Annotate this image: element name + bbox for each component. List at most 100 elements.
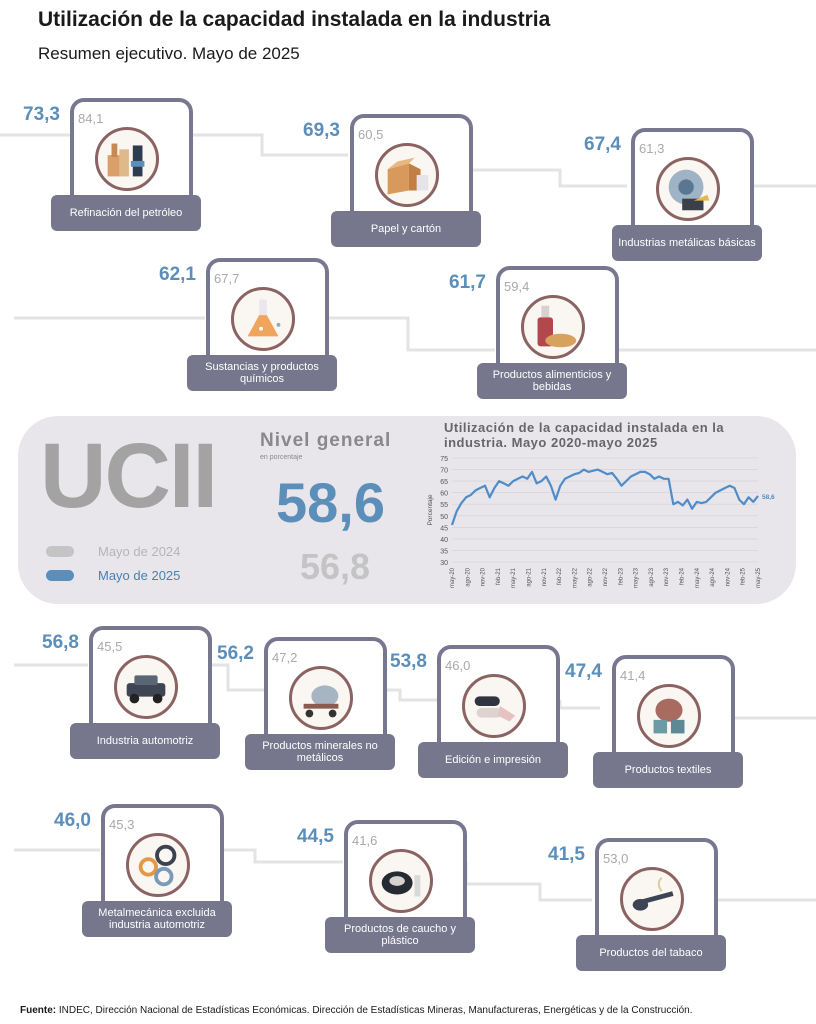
line-chart: 30 35 40 45 50 55 60 65 70 75 Porcentaje may-20 ago-… — [427, 456, 775, 588]
sector-current-value: 61,7 — [449, 272, 486, 293]
y-tick-label: 30 — [440, 560, 448, 567]
sector-label: Productos alimenticios y bebidas — [477, 363, 627, 399]
source-note: Fuente: INDEC, Dirección Nacional de Est… — [20, 1005, 693, 1016]
x-tick-label: feb-22 — [557, 567, 563, 585]
y-tick-label: 65 — [440, 479, 448, 486]
x-tick-label: nov-21 — [542, 567, 548, 586]
nivel-general-label: Nivel general — [260, 430, 392, 451]
sector-label: Productos minerales no metálicos — [245, 734, 395, 770]
paper-roll-icon — [462, 674, 526, 738]
sector-label: Industria automotriz — [70, 723, 220, 759]
oil-refinery-icon — [95, 127, 159, 191]
metal-grinder-icon — [656, 157, 720, 221]
sector-current-value: 62,1 — [159, 264, 196, 285]
sector-label: Productos de caucho y plástico — [325, 917, 475, 953]
legend-curr-swatch — [46, 570, 74, 581]
y-tick-label: 40 — [440, 537, 448, 544]
x-tick-label: nov-22 — [603, 567, 609, 586]
sector-current-value: 56,2 — [217, 643, 254, 664]
x-tick-label: nov-24 — [725, 567, 731, 586]
tire-icon — [369, 849, 433, 913]
sector-label: Edición e impresión — [418, 742, 568, 778]
x-tick-label: feb-21 — [496, 567, 502, 585]
sector-current-value: 44,5 — [297, 826, 334, 847]
legend-prev: Mayo de 2024 — [46, 544, 180, 559]
y-tick-label: 75 — [440, 456, 448, 463]
source-label: Fuente: — [20, 1005, 57, 1016]
unit-label: en porcentaje — [260, 454, 303, 461]
sector-prev-value: 41,4 — [620, 668, 646, 683]
sector-label: Industrias metálicas básicas — [612, 225, 762, 261]
y-tick-label: 70 — [440, 468, 448, 475]
series-line — [450, 468, 759, 526]
y-tick-label: 50 — [440, 514, 448, 521]
truck-icon — [114, 655, 178, 719]
y-tick-label: 60 — [440, 491, 448, 498]
sector-current-value: 47,4 — [565, 661, 602, 682]
cardboard-box-icon — [375, 143, 439, 207]
x-tick-label: may-22 — [572, 567, 578, 588]
summary-panel: UCII Mayo de 2024 Mayo de 2025 Nivel gen… — [18, 416, 796, 604]
sector-prev-value: 47,2 — [272, 650, 298, 665]
legend-curr: Mayo de 2025 — [46, 568, 180, 583]
x-tick-label: may-23 — [634, 567, 640, 588]
x-tick-label: ago-24 — [710, 567, 716, 586]
sector-prev-value: 45,3 — [109, 817, 135, 832]
y-tick-label: 45 — [440, 525, 448, 532]
sector-label: Productos textiles — [593, 752, 743, 788]
sector-current-value: 73,3 — [23, 104, 60, 125]
gears-icon — [126, 833, 190, 897]
legend-prev-swatch — [46, 546, 74, 557]
sector-current-value: 69,3 — [303, 120, 340, 141]
cement-mixer-icon — [289, 666, 353, 730]
source-text: INDEC, Dirección Nacional de Estadística… — [56, 1005, 693, 1016]
x-tick-label: ago-22 — [588, 567, 594, 586]
sector-current-value: 67,4 — [584, 134, 621, 155]
chemistry-flask-icon — [231, 287, 295, 351]
sector-prev-value: 84,1 — [78, 111, 104, 126]
ucii-heading: UCII — [40, 425, 218, 527]
sector-prev-value: 59,4 — [504, 279, 530, 294]
y-axis-label: Porcentaje — [427, 494, 434, 525]
pipe-icon — [620, 867, 684, 931]
sector-prev-value: 53,0 — [603, 851, 629, 866]
x-tick-label: may-25 — [756, 567, 762, 588]
sector-prev-value: 60,5 — [358, 127, 384, 142]
x-tick-label: may-21 — [511, 567, 517, 588]
sector-label: Productos del tabaco — [576, 935, 726, 971]
y-tick-label: 35 — [440, 548, 448, 555]
x-tick-label: may-20 — [450, 567, 456, 588]
sector-current-value: 53,8 — [390, 651, 427, 672]
sector-current-value: 46,0 — [54, 810, 91, 831]
page-title: Utilización de la capacidad instalada en… — [38, 8, 551, 31]
sector-current-value: 41,5 — [548, 844, 585, 865]
x-tick-label: nov-20 — [481, 567, 487, 586]
end-data-label: 58,6 — [762, 494, 775, 501]
x-tick-label: may-24 — [695, 567, 701, 588]
sector-prev-value: 45,5 — [97, 639, 123, 654]
chart-title: Utilización de la capacidad instalada en… — [444, 420, 725, 450]
x-tick-label: ago-21 — [527, 567, 533, 586]
legend-prev-label: Mayo de 2024 — [98, 544, 181, 559]
bottle-bread-icon — [521, 295, 585, 359]
previous-value: 56,8 — [300, 546, 371, 587]
sector-prev-value: 67,7 — [214, 271, 240, 286]
sector-label: Metalmecánica excluida industria automot… — [82, 901, 232, 937]
sector-label: Papel y cartón — [331, 211, 481, 247]
sector-label: Refinación del petróleo — [51, 195, 201, 231]
y-tick-label: 55 — [440, 502, 448, 509]
x-tick-label: feb-24 — [680, 567, 686, 585]
legend-curr-label: Mayo de 2025 — [98, 568, 181, 583]
sector-prev-value: 46,0 — [445, 658, 471, 673]
x-tick-label: ago-23 — [649, 567, 655, 586]
sector-label: Sustancias y productos químicos — [187, 355, 337, 391]
x-tick-label: nov-23 — [664, 567, 670, 586]
current-value: 58,6 — [276, 471, 385, 534]
page-subtitle: Resumen ejecutivo. Mayo de 2025 — [38, 44, 300, 63]
sector-prev-value: 61,3 — [639, 141, 665, 156]
x-tick-label: ago-20 — [465, 567, 471, 586]
x-tick-label: feb-25 — [741, 567, 747, 585]
sector-current-value: 56,8 — [42, 632, 79, 653]
sector-prev-value: 41,6 — [352, 833, 378, 848]
